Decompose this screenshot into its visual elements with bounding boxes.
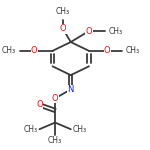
Text: O: O (31, 46, 38, 55)
Text: CH₃: CH₃ (56, 7, 70, 16)
Text: CH₃: CH₃ (2, 46, 16, 55)
Text: O: O (86, 27, 92, 36)
Text: CH₃: CH₃ (126, 46, 140, 55)
Text: CH₃: CH₃ (24, 125, 38, 134)
Text: CH₃: CH₃ (109, 27, 123, 36)
Text: CH₃: CH₃ (72, 125, 86, 134)
Text: O: O (52, 94, 58, 103)
Text: O: O (36, 100, 43, 109)
Text: O: O (104, 46, 111, 55)
Text: O: O (60, 24, 66, 33)
Text: N: N (68, 85, 74, 94)
Text: CH₃: CH₃ (48, 136, 62, 145)
